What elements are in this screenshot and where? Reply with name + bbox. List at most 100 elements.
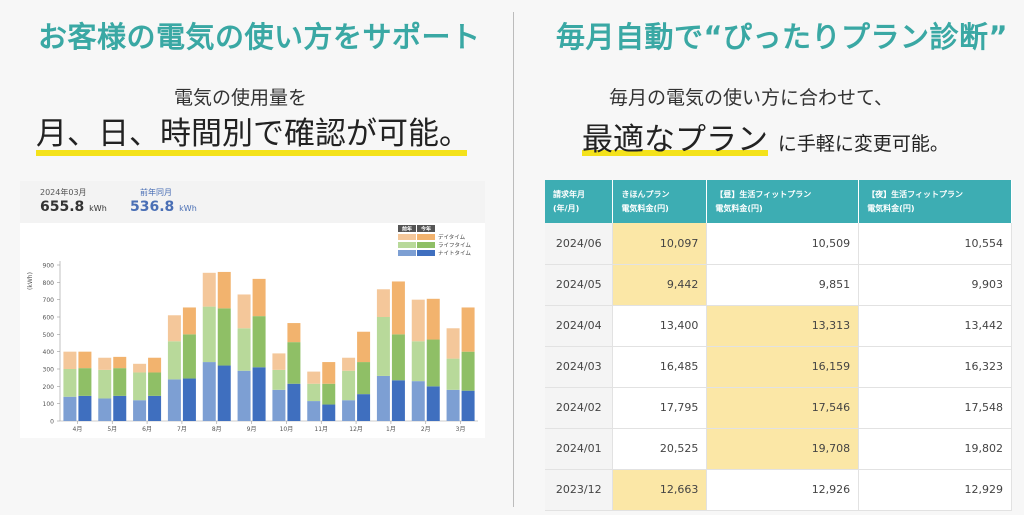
legend-swatch-this bbox=[417, 234, 435, 240]
plan-headline: 最適なプラン に手軽に変更可能。 bbox=[582, 114, 949, 159]
y-tick-label: 0 bbox=[50, 419, 54, 426]
bar-prev-segment bbox=[376, 317, 390, 376]
bar-this-segment bbox=[217, 365, 231, 421]
table-row: 2024/03 16,485 16,159 16,323 bbox=[545, 346, 1012, 388]
prev-year-usage: 536.8 kWh bbox=[130, 199, 197, 215]
cell-month: 2024/01 bbox=[545, 428, 614, 470]
support-title: お客様の電気の使い方をサポート bbox=[38, 20, 481, 54]
usage-headline: 月、日、時間別で確認が可能。 bbox=[36, 116, 470, 152]
bar-this-segment bbox=[287, 383, 301, 421]
bar-this-segment bbox=[217, 308, 231, 366]
cell-month: 2023/12 bbox=[545, 469, 614, 511]
cell-kihon: 10,097 bbox=[612, 223, 708, 265]
table-row: 2023/12 12,663 12,926 12,929 bbox=[545, 469, 1012, 511]
current-usage-unit: kWh bbox=[89, 204, 107, 213]
bar-this-segment bbox=[461, 390, 475, 421]
cell-hiru: 9,851 bbox=[706, 264, 860, 306]
bar-prev-segment bbox=[307, 401, 321, 421]
bar-this-segment bbox=[391, 334, 405, 381]
x-tick-label: 1月 bbox=[386, 426, 396, 433]
cell-yoru: 19,802 bbox=[858, 428, 1012, 470]
cell-hiru: 19,708 bbox=[706, 428, 860, 470]
bar-this-segment bbox=[426, 386, 440, 421]
bar-prev-segment bbox=[98, 398, 112, 421]
bar-this-segment bbox=[357, 362, 371, 395]
diagnosis-title: 毎月自動で“ぴったりプラン診断” bbox=[556, 20, 1009, 54]
bar-this-segment bbox=[182, 378, 196, 421]
bar-prev-segment bbox=[446, 389, 460, 421]
cell-month: 2024/02 bbox=[545, 387, 614, 429]
prev-usage-unit: kWh bbox=[179, 204, 197, 213]
cell-yoru: 13,442 bbox=[858, 305, 1012, 347]
plan-headline-rest: に手軽に変更可能。 bbox=[777, 133, 949, 155]
x-tick-label: 11月 bbox=[314, 426, 328, 433]
plan-subtitle: 毎月の電気の使い方に合わせて、 bbox=[609, 87, 894, 109]
x-tick-label: 4月 bbox=[73, 426, 83, 433]
cell-yoru: 17,548 bbox=[858, 387, 1012, 429]
col-header-month: 請求年月 (年/月) bbox=[545, 180, 614, 223]
x-tick-label: 2月 bbox=[421, 426, 431, 433]
cell-yoru: 16,323 bbox=[858, 346, 1012, 388]
bar-prev-segment bbox=[98, 369, 112, 399]
bar-this-segment bbox=[461, 307, 475, 352]
legend-label: ナイトタイム bbox=[438, 249, 471, 257]
table-row: 2024/02 17,795 17,546 17,548 bbox=[545, 387, 1012, 429]
legend-swatch-prev bbox=[398, 250, 416, 256]
bar-this-segment bbox=[148, 395, 162, 421]
legend-header-this bbox=[417, 225, 435, 232]
legend-header-prev-label: 前年 bbox=[402, 226, 412, 233]
bar-this-segment bbox=[113, 356, 127, 369]
bar-prev-segment bbox=[202, 272, 216, 307]
x-tick-label: 6月 bbox=[142, 426, 152, 433]
cell-hiru: 12,926 bbox=[706, 469, 860, 511]
cell-kihon: 16,485 bbox=[612, 346, 708, 388]
y-tick-label: 100 bbox=[43, 401, 55, 408]
cell-yoru: 10,554 bbox=[858, 223, 1012, 265]
bar-prev-segment bbox=[237, 328, 251, 371]
y-tick-label: 600 bbox=[43, 315, 55, 322]
bar-prev-segment bbox=[63, 369, 77, 397]
bar-prev-segment bbox=[167, 315, 181, 342]
cell-hiru: 10,509 bbox=[706, 223, 860, 265]
bar-this-segment bbox=[322, 404, 336, 421]
legend-swatch-this bbox=[417, 250, 435, 256]
table-row: 2024/05 9,442 9,851 9,903 bbox=[545, 264, 1012, 306]
usage-summary-header: 2024年03月 655.8 kWh 前年同月 536.8 kWh bbox=[20, 181, 485, 223]
bar-this-segment bbox=[78, 395, 92, 421]
bar-prev-segment bbox=[272, 389, 286, 421]
bar-this-segment bbox=[426, 339, 440, 387]
bar-this-segment bbox=[461, 351, 475, 391]
bar-prev-segment bbox=[342, 400, 356, 421]
bar-prev-segment bbox=[272, 369, 286, 390]
bar-prev-segment bbox=[307, 371, 321, 384]
bar-prev-segment bbox=[133, 372, 147, 401]
bar-prev-segment bbox=[133, 363, 147, 373]
cell-yoru: 9,903 bbox=[858, 264, 1012, 306]
bar-prev-segment bbox=[63, 396, 77, 421]
bar-prev-segment bbox=[411, 341, 425, 382]
cell-kihon: 20,525 bbox=[612, 428, 708, 470]
bar-this-segment bbox=[391, 380, 405, 421]
bar-this-segment bbox=[287, 342, 301, 384]
bar-prev-segment bbox=[167, 379, 181, 421]
bar-prev-segment bbox=[98, 357, 112, 370]
bar-this-segment bbox=[78, 368, 92, 396]
table-header-row: 請求年月 (年/月) きほんプラン 電気料金(円) 【昼】生活フィットプラン 電… bbox=[545, 180, 1012, 223]
legend-swatch-prev bbox=[398, 234, 416, 240]
cell-hiru: 16,159 bbox=[706, 346, 860, 388]
section-divider bbox=[513, 12, 514, 507]
plan-headline-emphasis: 最適なプラン bbox=[582, 122, 768, 158]
bar-this-segment bbox=[391, 281, 405, 335]
bar-prev-segment bbox=[272, 353, 286, 370]
bar-prev-segment bbox=[446, 358, 460, 390]
plan-headline-underline bbox=[582, 150, 768, 156]
col-header-kihon: きほんプラン 電気料金(円) bbox=[612, 180, 708, 223]
y-tick-label: 700 bbox=[43, 297, 55, 304]
x-tick-label: 8月 bbox=[212, 426, 222, 433]
bar-prev-segment bbox=[202, 306, 216, 363]
x-tick-label: 5月 bbox=[107, 426, 117, 433]
y-axis-title: (kWh) bbox=[27, 272, 34, 290]
bar-prev-segment bbox=[376, 375, 390, 421]
col-header-yoru: 【夜】生活フィットプラン 電気料金(円) bbox=[858, 180, 1012, 223]
bar-this-segment bbox=[182, 307, 196, 335]
